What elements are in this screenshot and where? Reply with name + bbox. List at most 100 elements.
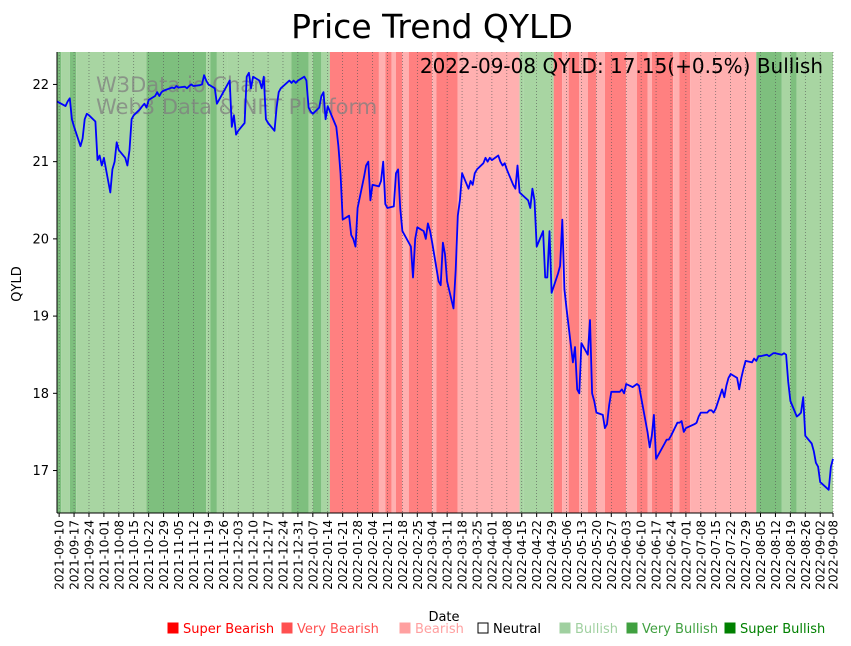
x-tick-label: 2022-07-15	[709, 520, 723, 590]
sentiment-band	[391, 52, 396, 513]
legend-swatch	[167, 622, 179, 634]
grid	[58, 52, 834, 513]
sentiment-band	[790, 52, 797, 513]
sentiment-band	[69, 52, 77, 513]
legend-swatch	[626, 622, 638, 634]
sentiment-band	[61, 52, 70, 513]
sentiment-band	[596, 52, 605, 513]
legend: Super Bearish Very Bearish Bearish Neutral B…	[167, 622, 825, 637]
sentiment-band	[457, 52, 520, 513]
x-tick-label: 2021-11-19	[202, 520, 216, 590]
x-tick-label: 2022-03-18	[456, 520, 470, 590]
sentiment-band	[216, 52, 228, 513]
x-tick-label: 2022-03-25	[471, 520, 485, 590]
x-tick-label: 2021-12-24	[277, 520, 291, 590]
x-tick-label: 2022-09-02	[814, 520, 828, 590]
x-tick-label: 2022-01-21	[336, 520, 350, 590]
x-tick-label: 2022-06-17	[650, 520, 664, 590]
y-tick-label: 20	[32, 232, 49, 247]
x-tick-label: 2022-01-07	[306, 520, 320, 590]
sentiment-band	[329, 52, 379, 513]
x-tick-label: 2022-07-29	[739, 520, 753, 590]
sentiment-band	[395, 52, 403, 513]
sentiment-band	[587, 52, 597, 513]
sentiment-band	[690, 52, 757, 513]
x-tick-label: 2022-05-27	[605, 520, 619, 590]
sentiment-band	[519, 52, 524, 513]
x-tick-label: 2022-06-24	[665, 520, 679, 590]
sentiment-band	[321, 52, 330, 513]
legend-label: Super Bearish	[183, 622, 274, 637]
x-tick-label: 2021-10-01	[97, 520, 111, 590]
sentiment-band	[647, 52, 652, 513]
sentiment-band	[796, 52, 833, 513]
chart-title: Price Trend QYLD	[291, 7, 573, 46]
legend-swatch	[724, 622, 736, 634]
x-tick-label: 2022-07-01	[679, 520, 693, 590]
y-tick-label: 18	[32, 387, 49, 402]
sentiment-band	[651, 52, 674, 513]
sentiment-band	[408, 52, 433, 513]
legend-swatch	[477, 622, 489, 634]
x-tick-label: 2022-06-03	[620, 520, 634, 590]
sentiment-band	[402, 52, 409, 513]
legend-label: Very Bearish	[297, 622, 379, 637]
sentiment-band	[756, 52, 782, 513]
x-tick-label: 2021-12-31	[291, 520, 305, 590]
x-tick-label: 2022-03-11	[441, 520, 455, 590]
sentiment-band	[76, 52, 147, 513]
x-tick-label: 2021-10-29	[157, 520, 171, 590]
price-annotation: 2022-09-08 QYLD: 17.15(+0.5%) Bullish	[420, 54, 823, 78]
x-tick-label: 2022-04-08	[500, 520, 514, 590]
x-tick-label: 2022-09-08	[827, 520, 841, 590]
x-tick-label: 2021-10-08	[112, 520, 126, 590]
series-line	[56, 71, 834, 491]
x-tick-label: 2021-09-24	[83, 520, 97, 590]
legend-label: Super Bullish	[740, 622, 825, 637]
sentiment-band	[312, 52, 322, 513]
x-tick-label: 2021-12-10	[247, 520, 261, 590]
x-tick-label: 2022-06-10	[635, 520, 649, 590]
sentiment-band	[636, 52, 648, 513]
sentiment-band	[210, 52, 217, 513]
x-tick-label: 2022-01-14	[321, 520, 335, 590]
x-tick-label: 2022-03-04	[426, 520, 440, 590]
legend-swatch	[559, 622, 571, 634]
x-tick-label: 2022-04-15	[515, 520, 529, 590]
x-tick-label: 2021-11-12	[187, 520, 201, 590]
sentiment-band	[227, 52, 292, 513]
x-tick-label: 2021-12-17	[262, 520, 276, 590]
x-tick-label: 2022-02-04	[366, 520, 380, 590]
sentiment-band	[523, 52, 554, 513]
sentiment-band	[781, 52, 791, 513]
x-tick-label: 2021-09-10	[53, 520, 67, 590]
sentiment-band	[432, 52, 437, 513]
x-tick-label: 2021-12-03	[232, 520, 246, 590]
x-tick-label: 2022-04-29	[545, 520, 559, 590]
sentiment-band	[553, 52, 563, 513]
x-tick-label: 2021-11-26	[217, 520, 231, 590]
sentiment-band	[626, 52, 637, 513]
x-tick-label: 2022-08-12	[769, 520, 783, 590]
sentiment-band	[378, 52, 386, 513]
series-layer	[56, 71, 834, 491]
sentiment-band	[206, 52, 211, 513]
sentiment-band	[291, 52, 309, 513]
y-tick-label: 21	[32, 155, 49, 170]
x-tick-label: 2022-07-22	[724, 520, 738, 590]
watermark-line-2: Web3 Data & NFT Platform	[96, 95, 377, 119]
x-tick-label: 2022-02-25	[411, 520, 425, 590]
legend-label: Neutral	[493, 622, 541, 637]
sentiment-band	[673, 52, 680, 513]
x-tick-label: 2021-10-15	[127, 520, 141, 590]
legend-label: Bearish	[415, 622, 464, 637]
x-tick-label: 2022-05-20	[590, 520, 604, 590]
x-axis-label: Date	[428, 610, 459, 625]
legend-label: Very Bullish	[642, 622, 718, 637]
y-tick-label: 19	[32, 310, 49, 325]
x-tick-label: 2022-01-28	[351, 520, 365, 590]
sentiment-band	[604, 52, 627, 513]
x-tick-label: 2022-08-19	[784, 520, 798, 590]
x-tick-label: 2022-04-01	[485, 520, 499, 590]
x-tick-label: 2022-05-06	[560, 520, 574, 590]
